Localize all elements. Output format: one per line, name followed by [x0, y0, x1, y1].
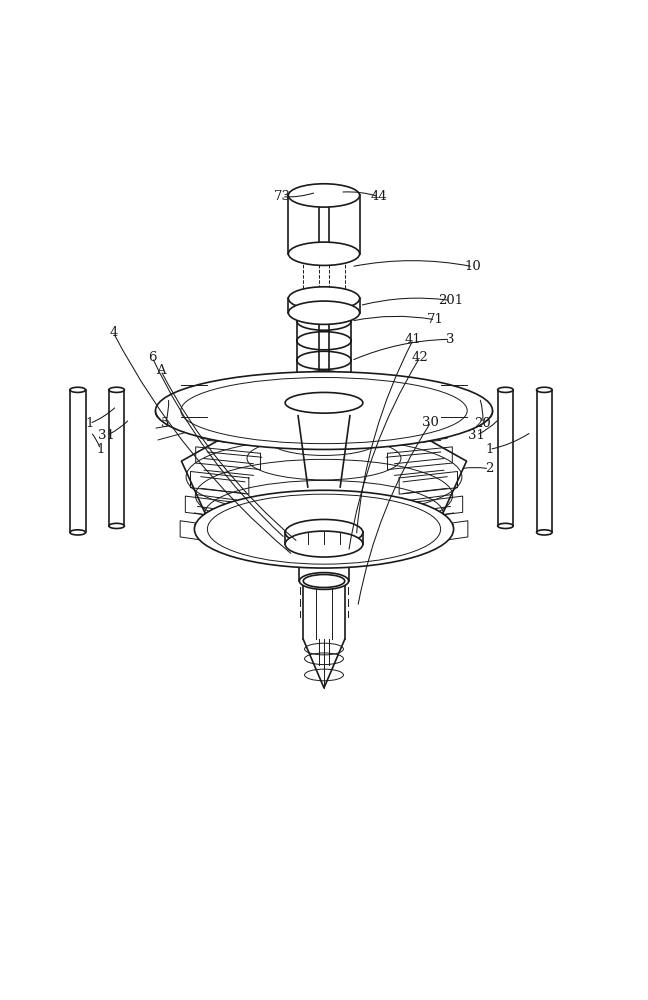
Text: 31: 31: [98, 429, 115, 442]
Text: 44: 44: [371, 190, 388, 203]
Text: 201: 201: [438, 294, 463, 307]
Text: A: A: [156, 364, 165, 377]
Text: 1: 1: [86, 417, 93, 430]
Text: 3: 3: [446, 333, 455, 346]
Ellipse shape: [299, 573, 349, 589]
Ellipse shape: [109, 387, 124, 392]
Ellipse shape: [498, 523, 513, 529]
Ellipse shape: [109, 523, 124, 529]
Text: 6: 6: [148, 351, 157, 364]
Ellipse shape: [285, 531, 363, 557]
Ellipse shape: [303, 575, 345, 587]
Text: 4: 4: [110, 326, 117, 339]
Ellipse shape: [285, 392, 363, 413]
Ellipse shape: [288, 287, 360, 310]
Ellipse shape: [156, 372, 492, 449]
Ellipse shape: [70, 387, 86, 392]
Text: 71: 71: [427, 313, 444, 326]
Ellipse shape: [70, 530, 86, 535]
Text: 10: 10: [465, 260, 481, 273]
Text: 2: 2: [485, 462, 493, 475]
Ellipse shape: [194, 490, 454, 568]
Ellipse shape: [537, 530, 552, 535]
Text: 30: 30: [422, 416, 439, 429]
Text: 73: 73: [273, 190, 290, 203]
Ellipse shape: [156, 379, 492, 444]
Text: 20: 20: [474, 417, 491, 430]
Ellipse shape: [537, 387, 552, 392]
Ellipse shape: [299, 547, 349, 564]
Ellipse shape: [298, 527, 350, 544]
Ellipse shape: [285, 519, 363, 545]
Text: 5: 5: [161, 417, 169, 430]
Ellipse shape: [288, 184, 360, 207]
Text: 1: 1: [97, 443, 104, 456]
Ellipse shape: [288, 242, 360, 265]
Text: 1: 1: [485, 443, 493, 456]
Text: 31: 31: [468, 429, 485, 442]
Text: 42: 42: [411, 351, 428, 364]
Text: 41: 41: [405, 333, 422, 346]
Ellipse shape: [285, 391, 363, 414]
Ellipse shape: [498, 387, 513, 392]
Ellipse shape: [288, 301, 360, 324]
